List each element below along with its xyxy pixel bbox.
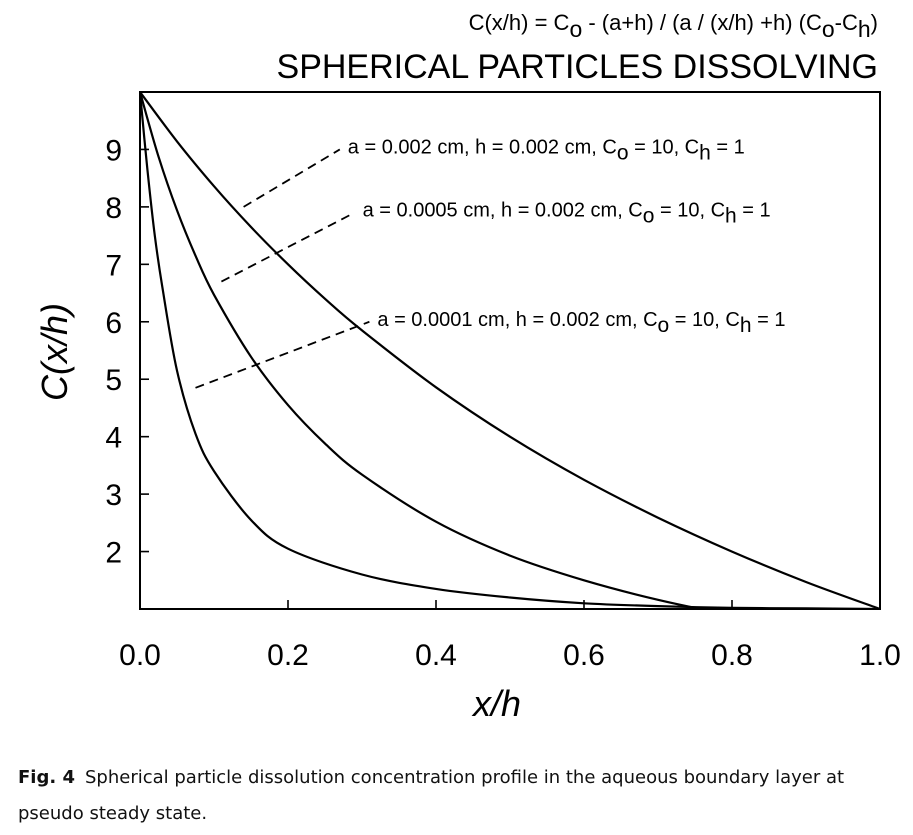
series-annotations: a = 0.002 cm, h = 0.002 cm, Co = 10, Ch … xyxy=(348,136,786,336)
y-axis-label: C(x/h) xyxy=(34,303,75,401)
leader-line-3 xyxy=(195,320,370,389)
figure-caption: Fig. 4 Spherical particle dissolution con… xyxy=(18,760,898,832)
y-tick-label: 7 xyxy=(105,249,122,282)
chart: C(x/h) = Co - (a+h) / (a / (x/h) +h) (Co… xyxy=(34,10,901,724)
series-annotation-3: a = 0.0001 cm, h = 0.002 cm, Co = 10, Ch… xyxy=(377,309,785,337)
series-annotation-1: a = 0.002 cm, h = 0.002 cm, Co = 10, Ch … xyxy=(348,136,745,164)
series-line-2 xyxy=(140,92,706,609)
x-tick-label: 0.6 xyxy=(563,639,605,672)
annotation-leaders xyxy=(195,148,370,389)
y-tick-label: 2 xyxy=(105,537,122,570)
y-tick-label: 9 xyxy=(105,134,122,167)
y-tick-label: 8 xyxy=(105,192,122,225)
chart-title: SPHERICAL PARTICLES DISSOLVING xyxy=(277,48,878,86)
plot-frame xyxy=(139,91,881,610)
series-line-1 xyxy=(140,92,880,609)
caption-label: Fig. 4 xyxy=(18,767,75,788)
chart-equation: C(x/h) = Co - (a+h) / (a / (x/h) +h) (Co… xyxy=(469,10,878,42)
x-tick-label: 0.8 xyxy=(711,639,753,672)
leader-line-2 xyxy=(220,211,356,283)
chart-header: C(x/h) = Co - (a+h) / (a / (x/h) +h) (Co… xyxy=(277,10,878,86)
caption-text: Spherical particle dissolution concentra… xyxy=(18,767,845,824)
series-curves xyxy=(140,92,880,609)
y-tick-label: 5 xyxy=(105,364,122,397)
x-tick-label: 0.2 xyxy=(267,639,309,672)
y-tick-label: 4 xyxy=(105,422,122,455)
series-annotation-2: a = 0.0005 cm, h = 0.002 cm, Co = 10, Ch… xyxy=(363,200,771,228)
y-tick-label: 6 xyxy=(105,307,122,340)
tick-labels: 0.0 0.2 0.4 0.6 0.8 1.0 2 3 4 5 6 7 8 9 xyxy=(105,134,901,672)
series-line-3 xyxy=(140,92,880,609)
x-tick-label: 0.0 xyxy=(119,639,161,672)
x-tick-label: 0.4 xyxy=(415,639,457,672)
x-axis-label: x/h xyxy=(471,683,521,724)
x-tick-label: 1.0 xyxy=(859,639,901,672)
y-tick-label: 3 xyxy=(105,479,122,512)
leader-line-1 xyxy=(243,148,341,208)
